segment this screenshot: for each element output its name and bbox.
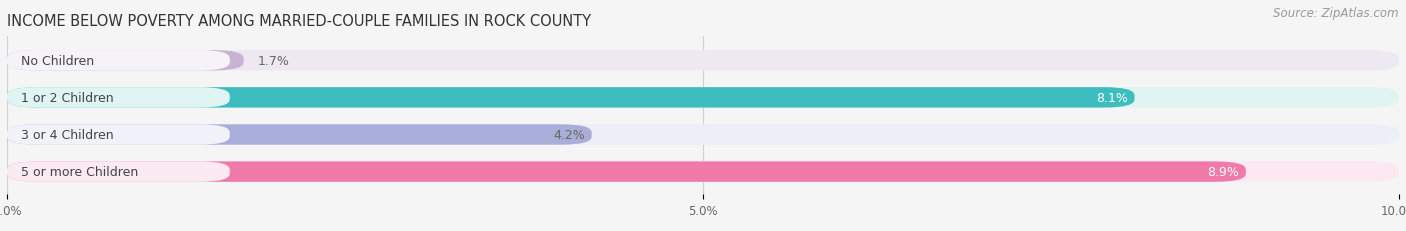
FancyBboxPatch shape [7,162,1246,182]
Text: No Children: No Children [21,55,94,67]
FancyBboxPatch shape [7,51,229,71]
Text: 1 or 2 Children: 1 or 2 Children [21,91,114,104]
FancyBboxPatch shape [7,125,592,145]
FancyBboxPatch shape [7,51,243,71]
FancyBboxPatch shape [7,125,229,145]
FancyBboxPatch shape [7,88,1399,108]
FancyBboxPatch shape [7,88,1135,108]
Text: 8.9%: 8.9% [1206,165,1239,178]
Text: 8.1%: 8.1% [1095,91,1128,104]
Text: 5 or more Children: 5 or more Children [21,165,138,178]
Text: Source: ZipAtlas.com: Source: ZipAtlas.com [1274,7,1399,20]
Text: 4.2%: 4.2% [553,128,585,141]
FancyBboxPatch shape [7,51,1399,71]
FancyBboxPatch shape [7,162,1399,182]
FancyBboxPatch shape [7,125,1399,145]
FancyBboxPatch shape [7,88,229,108]
Text: 1.7%: 1.7% [257,55,290,67]
FancyBboxPatch shape [7,162,229,182]
Text: INCOME BELOW POVERTY AMONG MARRIED-COUPLE FAMILIES IN ROCK COUNTY: INCOME BELOW POVERTY AMONG MARRIED-COUPL… [7,14,591,29]
Text: 3 or 4 Children: 3 or 4 Children [21,128,114,141]
